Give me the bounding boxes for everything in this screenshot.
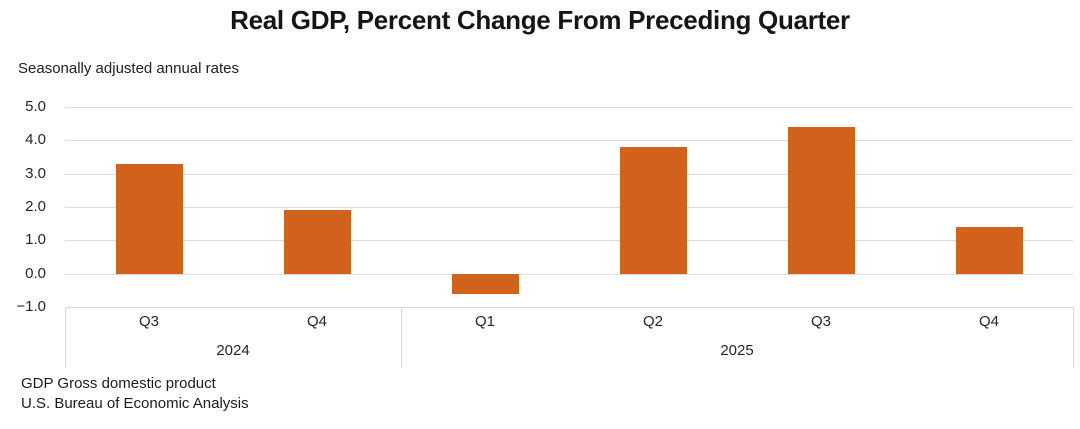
x-axis-tick-label: Q4 xyxy=(978,313,999,330)
y-axis-tick-label: −1.0 xyxy=(16,298,46,316)
y-axis-tick-label: 5.0 xyxy=(25,98,46,116)
gridline xyxy=(65,107,1073,108)
x-axis-tick-label: Q4 xyxy=(306,313,327,330)
bar-q3 xyxy=(787,127,855,274)
y-axis-tick-label: 3.0 xyxy=(25,164,46,182)
bar-q3 xyxy=(115,163,183,274)
bar-q4 xyxy=(955,227,1023,274)
year-group-label: 2024 xyxy=(216,342,250,359)
bar-q2 xyxy=(619,147,687,274)
chart-subtitle: Seasonally adjusted annual rates xyxy=(18,60,239,77)
x-axis-tick-label: Q3 xyxy=(810,313,831,330)
chart-title: Real GDP, Percent Change From Preceding … xyxy=(230,5,850,35)
gridline xyxy=(65,273,1073,275)
source-attribution: U.S. Bureau of Economic Analysis xyxy=(21,395,249,412)
x-axis-line xyxy=(65,307,1073,308)
axis-group-divider xyxy=(401,307,402,368)
gridline xyxy=(65,173,1073,175)
x-axis-tick-label: Q1 xyxy=(474,313,495,330)
gridline xyxy=(65,207,1073,208)
x-axis-tick-label: Q2 xyxy=(642,313,663,330)
axis-group-divider xyxy=(65,307,66,368)
y-axis-tick-label: 4.0 xyxy=(25,131,46,149)
footnote-gdp-definition: GDP Gross domestic product xyxy=(21,375,216,392)
y-axis-tick-label: 2.0 xyxy=(25,198,46,216)
gridline xyxy=(65,240,1073,242)
y-axis-tick-label: 1.0 xyxy=(25,231,46,249)
year-group-label: 2025 xyxy=(720,342,754,359)
bar-q4 xyxy=(283,210,351,274)
y-axis-tick-label: 0.0 xyxy=(25,264,46,282)
bar-q1 xyxy=(451,273,519,294)
x-axis-tick-label: Q3 xyxy=(138,313,159,330)
axis-group-divider xyxy=(1073,307,1074,368)
gridline xyxy=(65,140,1073,142)
